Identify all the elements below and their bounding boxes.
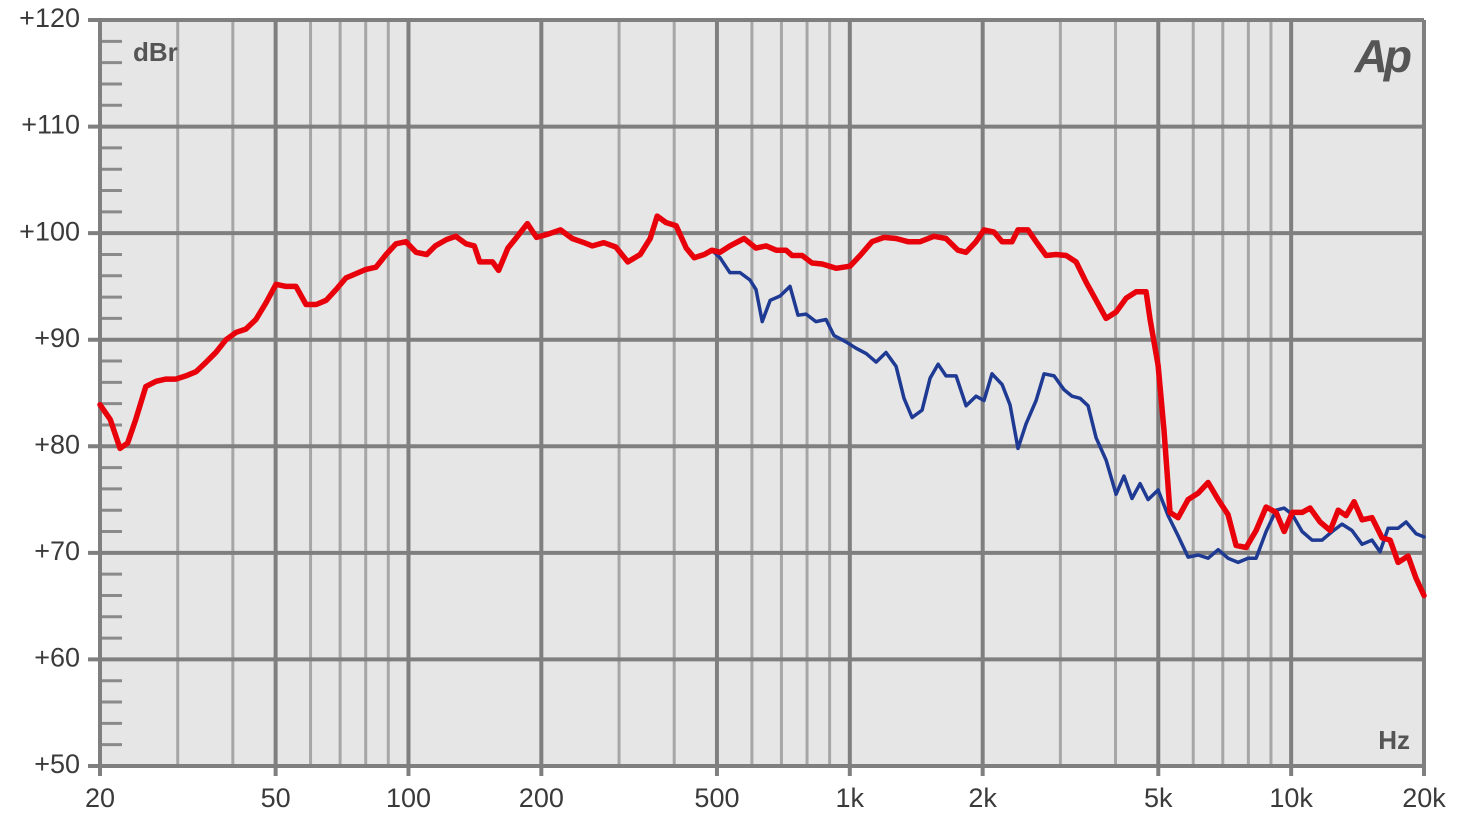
x-tick-label: 2k xyxy=(968,783,997,813)
x-tick-label: 10k xyxy=(1269,783,1313,813)
logo: Ap xyxy=(1354,30,1411,82)
x-tick-label: 50 xyxy=(261,783,291,813)
x-tick-label: 20 xyxy=(85,783,115,813)
y-tick-label: +80 xyxy=(34,429,80,459)
x-tick-label: 500 xyxy=(694,783,739,813)
x-tick-label: 20k xyxy=(1402,783,1446,813)
x-tick-label: 100 xyxy=(386,783,431,813)
y-tick-label: +70 xyxy=(34,536,80,566)
plot-background xyxy=(100,20,1424,766)
y-tick-label: +100 xyxy=(19,216,80,246)
y-tick-label: +60 xyxy=(34,643,80,673)
labels: dBr Hz Ap +50 +60 +70 +80 +90 +100 +110 +120 20 5… xyxy=(19,3,1446,813)
series-line xyxy=(97,213,1427,599)
y-axis-label: dBr xyxy=(133,37,178,67)
grid xyxy=(88,18,1426,776)
lines xyxy=(97,213,1427,599)
x-tick-label: 1k xyxy=(836,783,865,813)
y-tick-label: +110 xyxy=(21,110,80,140)
y-tick-label: +120 xyxy=(19,3,80,33)
y-tick-label: +90 xyxy=(34,323,80,353)
series-line xyxy=(710,248,1426,565)
x-axis-label: Hz xyxy=(1378,725,1410,755)
x-tick-label: 5k xyxy=(1144,783,1173,813)
y-tick-label: +50 xyxy=(34,749,80,779)
x-tick-label: 200 xyxy=(519,783,564,813)
